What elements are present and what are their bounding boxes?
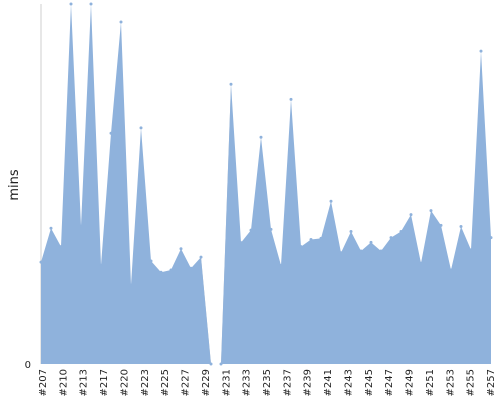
- x-tick-label: #217: [99, 369, 110, 396]
- x-tick-label: #253: [445, 369, 456, 396]
- data-point: [279, 263, 283, 267]
- x-tick-label: #247: [384, 369, 395, 396]
- data-point: [159, 270, 163, 274]
- x-tick-label: #255: [466, 369, 477, 396]
- data-point: [199, 255, 203, 259]
- data-point: [439, 223, 443, 227]
- x-tick-label: #241: [323, 369, 334, 396]
- x-tick-label: #237: [282, 369, 293, 396]
- data-point: [449, 268, 453, 272]
- data-point: [219, 362, 223, 366]
- data-point: [229, 82, 233, 86]
- data-point: [129, 283, 133, 287]
- data-point: [419, 261, 423, 265]
- data-point: [89, 2, 93, 6]
- area-fill: [41, 4, 491, 364]
- data-point: [239, 241, 243, 245]
- data-point: [429, 209, 433, 213]
- x-tick-label: #223: [140, 369, 151, 396]
- data-point: [399, 230, 403, 234]
- data-point: [79, 224, 83, 228]
- data-point: [209, 362, 213, 366]
- data-point: [59, 245, 63, 249]
- x-tick-label: #227: [181, 369, 192, 396]
- data-point: [469, 248, 473, 252]
- data-point: [109, 131, 113, 135]
- y-tick-label-zero: 0: [25, 360, 31, 371]
- y-axis-title: mins: [7, 169, 22, 201]
- data-point: [319, 236, 323, 240]
- data-point: [39, 260, 43, 264]
- data-point: [189, 266, 193, 270]
- data-point: [369, 240, 373, 244]
- data-point: [299, 245, 303, 249]
- data-point: [479, 49, 483, 53]
- data-point: [269, 227, 273, 231]
- x-tick-label: #251: [425, 369, 436, 396]
- data-point: [169, 268, 173, 272]
- x-tick-label: #213: [79, 369, 90, 396]
- x-tick-label: #245: [364, 369, 375, 396]
- data-point: [99, 263, 103, 267]
- x-tick-label: #220: [119, 369, 130, 396]
- data-point: [289, 97, 293, 101]
- data-point: [409, 213, 413, 217]
- x-tick-label: #257: [486, 369, 497, 396]
- area-series: [39, 2, 493, 366]
- x-tick-label: #210: [58, 369, 69, 396]
- x-tick-label: #225: [160, 369, 171, 396]
- data-point: [259, 135, 263, 139]
- x-tick-label: #233: [242, 369, 253, 396]
- data-point: [69, 2, 73, 6]
- data-point: [459, 224, 463, 228]
- x-tick-label: #229: [201, 369, 212, 396]
- data-point: [119, 20, 123, 24]
- data-point: [389, 236, 393, 240]
- data-point: [489, 236, 493, 240]
- x-tick-label: #207: [38, 369, 49, 396]
- x-tick-label: #239: [303, 369, 314, 396]
- data-point: [149, 259, 153, 263]
- data-point: [139, 126, 143, 130]
- x-tick-label: #249: [405, 369, 416, 396]
- x-tick-label: #243: [343, 369, 354, 396]
- x-tick-labels: #207 #210 #213 #217 #220 #223 #225 #227 #229 #231…: [38, 369, 497, 396]
- x-tick-label: #231: [221, 369, 232, 396]
- data-point: [49, 226, 53, 230]
- data-point: [309, 237, 313, 241]
- data-point: [359, 249, 363, 253]
- data-point: [349, 230, 353, 234]
- data-point: [339, 251, 343, 255]
- data-point: [179, 247, 183, 251]
- x-tick-label: #235: [262, 369, 273, 396]
- data-point: [379, 249, 383, 253]
- data-point: [329, 199, 333, 203]
- data-point: [249, 228, 253, 232]
